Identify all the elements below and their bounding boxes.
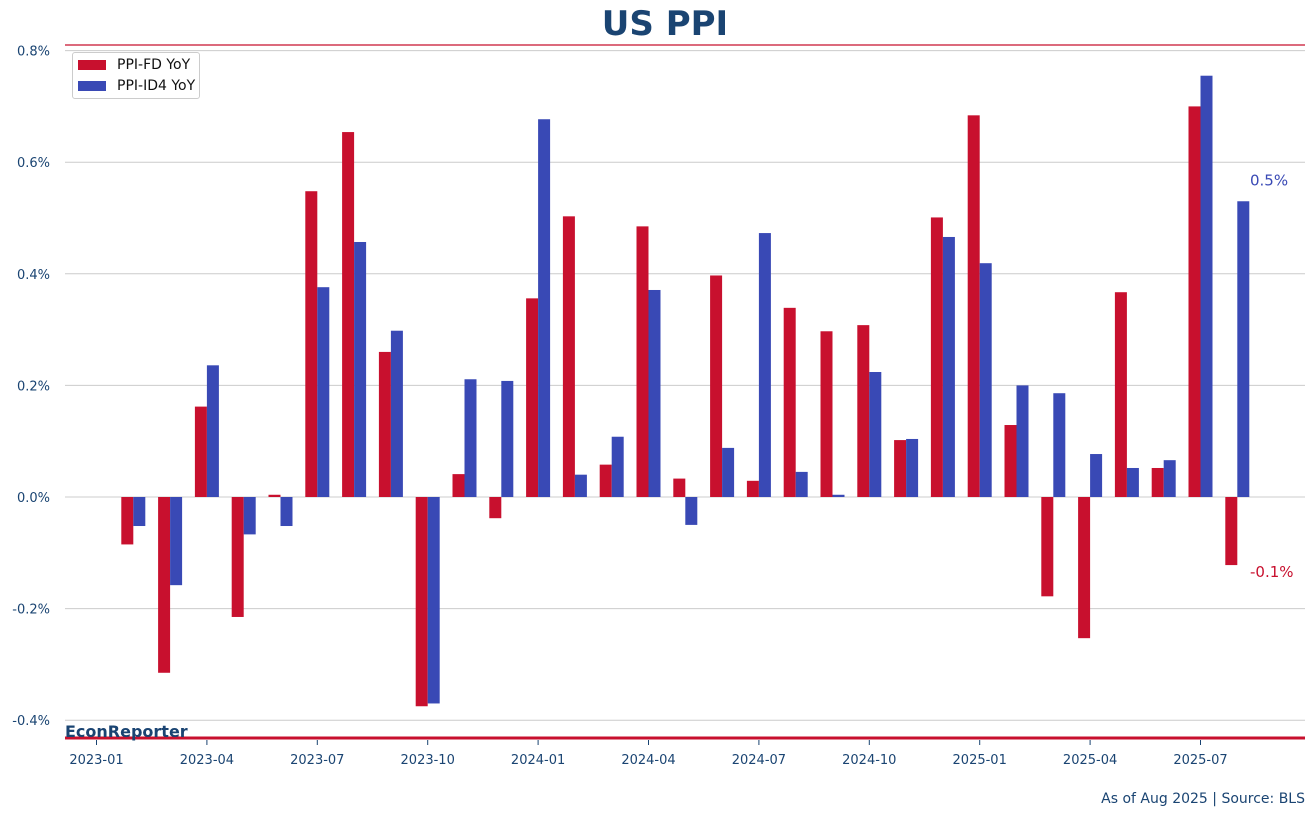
bar-ppi-fd (1151, 467, 1164, 497)
bar-ppi-fd (378, 351, 391, 497)
bar-ppi-fd (857, 325, 870, 497)
bar-ppi-id4 (574, 474, 587, 497)
brand-label: EconReporter (65, 722, 188, 741)
bar-ppi-id4 (354, 241, 367, 497)
bar-ppi-fd (268, 494, 281, 497)
y-tick-label: -0.4% (12, 714, 50, 729)
bar-ppi-fd (1225, 497, 1238, 566)
bar-ppi-id4 (648, 289, 661, 497)
bar-ppi-fd (342, 132, 355, 497)
x-tick-label: 2023-01 (69, 753, 123, 768)
bar-ppi-fd (746, 480, 759, 497)
bar-ppi-id4 (869, 372, 882, 497)
bar-ppi-id4 (611, 436, 624, 497)
x-tick-label: 2025-07 (1173, 753, 1227, 768)
bar-ppi-id4 (133, 497, 146, 527)
bar-ppi-fd (489, 497, 502, 519)
bar-ppi-fd (1188, 106, 1201, 498)
bar-ppi-id4 (243, 497, 256, 535)
legend-item-ppi-fd: PPI-FD YoY (78, 56, 190, 74)
bar-ppi-id4 (979, 263, 992, 497)
legend-swatch-ppi-id4 (78, 81, 106, 91)
bar-ppi-fd (1078, 497, 1091, 639)
bar-ppi-id4 (795, 471, 808, 497)
axes: 0.8% 0.6% 0.4% 0.2% 0.0% -0.2% -0.4% 2023-01 202… (12, 45, 1293, 768)
x-tick-label: 2023-04 (180, 753, 234, 768)
x-tick-label: 2024-07 (732, 753, 786, 768)
bar-ppi-fd (305, 191, 318, 497)
end-value-annotation: 0.5% (1250, 171, 1288, 189)
bar-ppi-id4 (1090, 454, 1103, 497)
bar-ppi-id4 (427, 497, 440, 704)
bar-ppi-id4 (906, 438, 919, 497)
bar-ppi-fd (194, 406, 207, 497)
bar-ppi-fd (1041, 497, 1054, 597)
bar-ppi-id4 (1200, 75, 1213, 498)
bar-ppi-fd (1114, 292, 1127, 497)
bar-ppi-fd (710, 275, 723, 497)
x-tick-label: 2024-01 (511, 753, 565, 768)
bar-ppi-fd (231, 497, 244, 617)
bar-ppi-fd (930, 217, 943, 497)
bar-ppi-id4 (1016, 385, 1029, 497)
bar-ppi-fd (636, 226, 649, 497)
legend: PPI-FD YoY PPI-ID4 YoY (72, 52, 200, 99)
bar-ppi-id4 (722, 447, 735, 497)
bar-ppi-id4 (1163, 460, 1176, 497)
y-tick-label: 0.0% (17, 491, 50, 506)
bar-ppi-id4 (942, 236, 955, 498)
bar-ppi-id4 (685, 497, 698, 525)
legend-label-ppi-id4: PPI-ID4 YoY (117, 78, 196, 94)
bar-ppi-id4 (758, 233, 771, 498)
bar-ppi-fd (783, 307, 796, 497)
legend-swatch-ppi-fd (78, 60, 106, 70)
x-tick-label: 2024-10 (842, 753, 896, 768)
x-tick-label: 2025-01 (953, 753, 1007, 768)
bar-ppi-fd (158, 497, 171, 673)
bar-ppi-id4 (390, 330, 403, 497)
x-tick-label: 2024-04 (621, 753, 675, 768)
bar-ppi-fd (121, 497, 134, 545)
bar-ppi-id4 (538, 119, 551, 497)
bar-ppi-fd (599, 464, 612, 497)
bars (121, 75, 1250, 707)
bar-ppi-id4 (206, 365, 219, 497)
bar-ppi-fd (562, 216, 575, 498)
bar-ppi-id4 (1237, 201, 1250, 497)
y-tick-label: 0.6% (17, 156, 50, 171)
x-tick-label: 2025-04 (1063, 753, 1117, 768)
bar-ppi-id4 (464, 379, 477, 497)
bar-ppi-fd (415, 497, 428, 707)
bar-ppi-fd (673, 478, 686, 497)
source-note: As of Aug 2025 | Source: BLS (1101, 791, 1305, 807)
x-tick-label: 2023-07 (290, 753, 344, 768)
legend-item-ppi-id4: PPI-ID4 YoY (78, 77, 195, 95)
bar-ppi-fd (967, 115, 980, 497)
chart-title: US PPI (601, 4, 729, 44)
bar-ppi-id4 (501, 380, 514, 497)
bar-ppi-fd (452, 474, 465, 497)
bar-ppi-fd (894, 440, 907, 497)
x-tick-label: 2023-10 (401, 753, 455, 768)
y-tick-label: 0.4% (17, 268, 50, 283)
gridlines (65, 50, 1305, 721)
bar-ppi-id4 (832, 494, 845, 497)
bar-ppi-fd (1004, 425, 1017, 497)
bar-ppi-id4 (280, 497, 293, 527)
bar-ppi-id4 (1126, 467, 1139, 497)
bar-ppi-fd (820, 331, 833, 497)
bar-ppi-id4 (317, 287, 330, 497)
y-tick-label: 0.8% (17, 45, 50, 60)
bar-ppi-id4 (170, 497, 183, 586)
bar-ppi-id4 (1053, 393, 1066, 497)
legend-label-ppi-fd: PPI-FD YoY (117, 57, 191, 73)
y-tick-label: 0.2% (17, 379, 50, 394)
bar-ppi-fd (526, 298, 539, 497)
y-tick-label: -0.2% (12, 603, 50, 618)
end-value-annotation: -0.1% (1250, 563, 1294, 581)
